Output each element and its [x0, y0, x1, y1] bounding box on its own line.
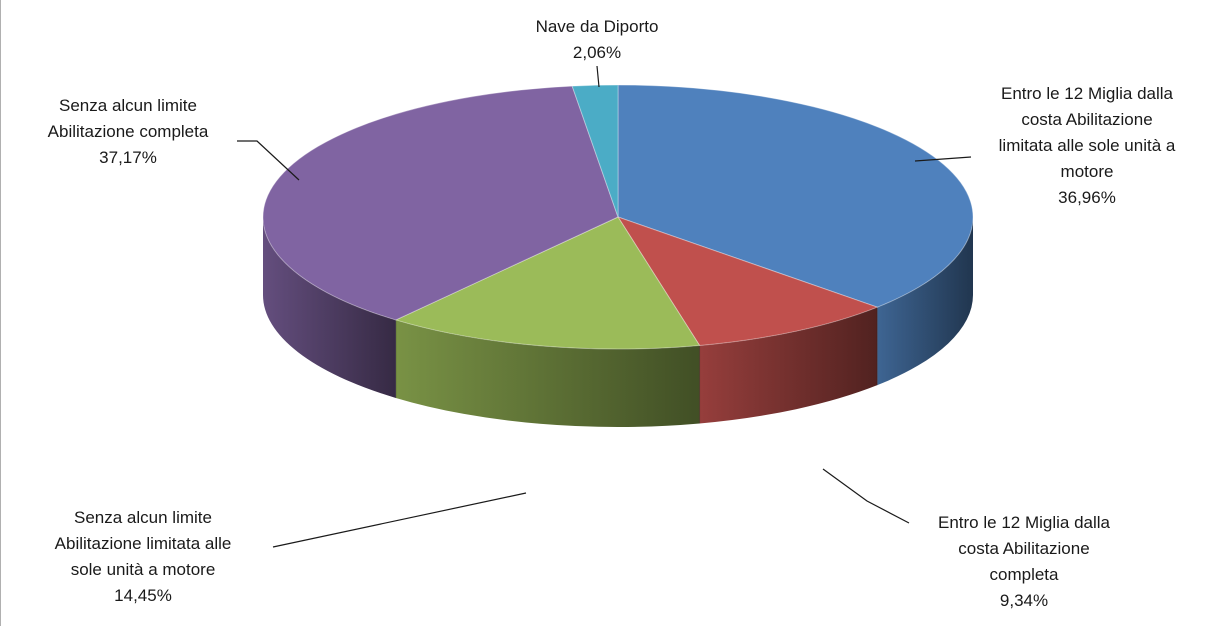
pie-slice-0: [617, 84, 974, 308]
pie-slice-3: [262, 85, 619, 321]
leader-line-4: [596, 65, 600, 88]
data-label-percent: 36,96%: [1058, 188, 1116, 207]
pie-slice-1: [616, 216, 879, 346]
data-label-4: Nave da Diporto 2,06%: [536, 14, 659, 66]
leader-line-0: [914, 156, 972, 162]
data-label-text: sole unità a motore: [70, 560, 216, 579]
data-label-text: costa Abilitazione: [1021, 110, 1153, 129]
pie-slice-side-3: [263, 217, 396, 398]
pie-slice-2: [394, 216, 701, 350]
data-label-text: Abilitazione completa: [47, 122, 209, 141]
pie-slice-side-1: [699, 307, 878, 424]
pie-slice-side-0: [877, 217, 973, 386]
data-label-3: Senza alcun limite Abilitazione completa 3…: [48, 93, 209, 171]
data-label-text: Nave da Diporto: [535, 17, 659, 36]
data-label-text: completa: [989, 565, 1059, 584]
data-label-text: Entro le 12 Miglia dalla: [1001, 84, 1173, 103]
leader-line-2: [272, 492, 527, 548]
data-label-1: Entro le 12 Miglia dalla costa Abilitazio…: [938, 510, 1110, 614]
data-label-text: motore: [1060, 162, 1114, 181]
data-label-2: Senza alcun limite Abilitazione limitata …: [55, 505, 232, 609]
leader-line-1: [822, 468, 910, 524]
data-label-text: Abilitazione limitata alle: [54, 534, 232, 553]
pie-slice-side-2: [395, 319, 700, 427]
data-label-text: Entro le 12 Miglia dalla: [938, 513, 1110, 532]
data-label-text: Senza alcun limite: [59, 96, 197, 115]
data-label-percent: 2,06%: [572, 43, 622, 62]
leader-line-3: [237, 140, 300, 181]
data-label-text: Senza alcun limite: [74, 508, 212, 527]
data-label-percent: 37,17%: [99, 148, 157, 167]
data-label-0: Entro le 12 Miglia dalla costa Abilitazio…: [999, 81, 1176, 211]
data-label-percent: 9,34%: [999, 591, 1049, 610]
data-label-text: costa Abilitazione: [958, 539, 1090, 558]
data-label-text: limitata alle sole unità a: [998, 136, 1176, 155]
pie-slice-4: [571, 84, 619, 218]
data-label-percent: 14,45%: [114, 586, 172, 605]
